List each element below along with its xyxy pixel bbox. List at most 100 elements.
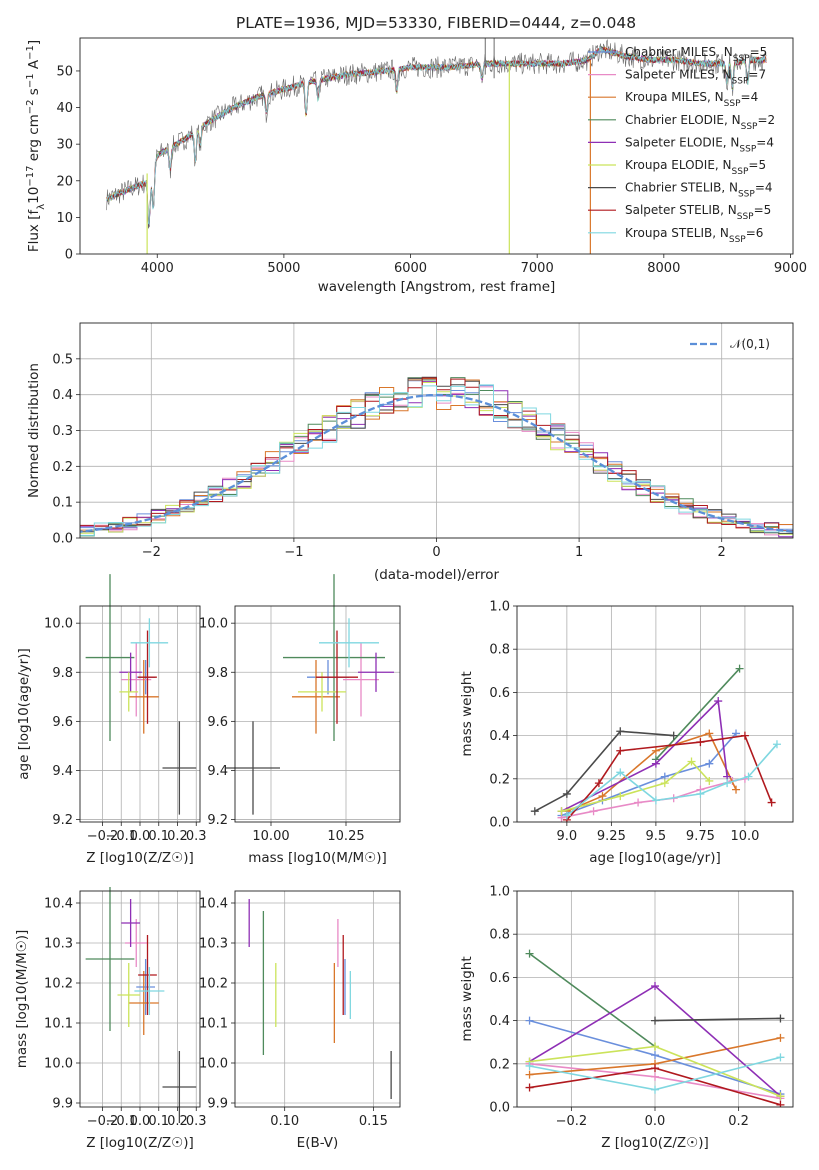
y-tick-label: 0.4 [489, 1014, 510, 1029]
legend-model-name: Kroupa MILES, N [625, 90, 724, 104]
legend-normal-label: 𝒩(0,1) [730, 337, 770, 351]
legend-subscript: SSP [737, 212, 754, 222]
y-tick-label: 0.0 [52, 532, 73, 547]
legend-nssp-value: =6 [746, 226, 764, 240]
y-axis-label: age [log10(age/yr)] [16, 648, 32, 780]
mass-weight-marker [589, 807, 598, 816]
y-tick-label: 9.4 [52, 764, 73, 779]
x-tick-label: 7000 [521, 261, 554, 276]
mass-weight-marker [651, 796, 660, 805]
mass-weight-marker [776, 1033, 785, 1042]
x-axis-label: mass [log10(M/M☉)] [248, 850, 387, 866]
x-tick-label: 6000 [394, 261, 427, 276]
mass-weight-marker [776, 1053, 785, 1062]
y-tick-label: 0.2 [489, 772, 510, 787]
y-tick-label: 0.2 [52, 460, 73, 475]
y-tick-label: 0.6 [489, 686, 510, 701]
y-axis-label: mass [log10(M/M☉)] [14, 930, 30, 1069]
y-tick-label: 9.9 [207, 1097, 228, 1112]
legend-subscript: SSP [732, 77, 749, 87]
mass-weight-marker [651, 1042, 659, 1051]
mass-weight-marker [598, 792, 607, 801]
axes-frame [516, 890, 794, 1108]
legend-subscript: SSP [732, 167, 749, 177]
legend-model-name: Kroupa STELIB, N [625, 226, 729, 240]
y-tick-label: 1.0 [489, 885, 510, 900]
axes-frame [234, 890, 401, 1108]
x-tick-label: 0.0 [130, 829, 151, 844]
y-tick-label: 10.0 [44, 617, 73, 632]
y-axis-label-part: −1 [25, 45, 36, 60]
x-axis-label: Z [log10(Z/Z☉)] [86, 850, 194, 866]
legend-entry-label: Salpeter STELIB, NSSP=5 [625, 203, 771, 222]
x-tick-label: −0.1 [105, 1114, 137, 1129]
y-tick-label: 10.4 [199, 897, 228, 912]
y-tick-label: 30 [56, 138, 73, 153]
mass-weight-marker [616, 768, 625, 777]
mass-weight-marker [669, 731, 678, 740]
y-axis-label: Normed distribution [26, 363, 42, 498]
mass-weight-marker [651, 1016, 659, 1025]
legend-model-name: Kroupa ELODIE, N [625, 158, 732, 172]
mass-weight-marker [525, 1070, 534, 1079]
y-axis-label: Flux [fλ10−17 erg cm−2 s−1 A−1] [25, 40, 47, 252]
y-tick-label: 0.4 [52, 388, 73, 403]
x-tick-label: −0.2 [556, 1114, 588, 1129]
x-tick-label: 9.5 [646, 829, 667, 844]
y-axis-label-part: 10 [26, 187, 42, 204]
x-tick-label: 10.25 [327, 829, 364, 844]
metallicity-mass-panel: −0.2−0.10.00.10.20.3 9.9 10.0 10.1 10.2 10.3 1… [14, 887, 207, 1151]
legend-nssp-value: =7 [748, 68, 766, 82]
y-tick-label: 9.8 [52, 666, 73, 681]
mass-weight-marker [744, 772, 753, 781]
y-tick-label: 10.0 [199, 1057, 228, 1072]
axes-frame [79, 37, 794, 255]
legend-nssp-value: =5 [748, 158, 766, 172]
residual-histogram-step [80, 377, 793, 534]
x-tick-label: −0.2 [87, 1114, 119, 1129]
legend-nssp-value: =5 [754, 203, 772, 217]
mass-weight-marker [651, 1064, 659, 1073]
y-tick-label: 10.3 [199, 937, 228, 952]
mass-weight-marker [776, 1014, 785, 1023]
y-tick-label: 0.0 [489, 1101, 510, 1116]
x-axis-label: wavelength [Angstrom, rest frame] [318, 279, 556, 295]
x-tick-label: 0.3 [186, 1114, 207, 1129]
y-tick-label: 0.8 [489, 928, 510, 943]
x-tick-label: 10.0 [730, 829, 759, 844]
legend-subscript: SSP [741, 122, 758, 132]
mass-weight-marker [616, 727, 625, 736]
y-tick-label: 9.8 [207, 666, 228, 681]
legend-entry-label: Chabrier MILES, NSSP=5 [625, 45, 767, 64]
mass-weight-marker [651, 1072, 659, 1081]
y-tick-label: 0.2 [489, 1057, 510, 1072]
mass-weight-marker [776, 1100, 785, 1107]
mass-weight-marker [772, 740, 781, 749]
x-tick-label: 0.1 [148, 829, 169, 844]
y-tick-label: 10.1 [44, 1017, 73, 1032]
mass-weight-marker [616, 792, 625, 801]
x-tick-label: 0.0 [130, 1114, 151, 1129]
spectrum-panel: 4000 5000 6000 7000 8000 9000 0 10 20 30 40 50 wavel… [25, 37, 807, 295]
y-axis-label: mass weight [459, 956, 475, 1041]
mass-weight-line [566, 734, 773, 821]
mass-weight-line [655, 668, 741, 760]
x-axis-label: age [log10(age/yr)] [589, 850, 721, 866]
y-axis-label-part: Flux [f [26, 209, 42, 253]
legend-entry-label: Kroupa ELODIE, NSSP=5 [625, 158, 766, 177]
legend-subscript: SSP [724, 99, 741, 109]
axes-frame [79, 322, 794, 539]
y-axis-label-part: −2 [25, 99, 36, 114]
y-axis-label-part: erg cm [26, 114, 42, 165]
mass-weight-line [654, 1017, 781, 1022]
legend-entry-label: Chabrier ELODIE, NSSP=2 [625, 113, 775, 132]
y-axis-label: mass weight [459, 671, 475, 756]
mass-weight-marker [594, 779, 603, 788]
y-tick-label: 9.4 [207, 764, 228, 779]
y-tick-label: 9.9 [52, 1097, 73, 1112]
mass-weight-marker [740, 731, 749, 740]
mass-weight-marker [705, 729, 714, 738]
mass-weight-marker [557, 807, 566, 816]
mass-weight-marker [651, 746, 660, 755]
axes-frame [79, 890, 201, 1108]
